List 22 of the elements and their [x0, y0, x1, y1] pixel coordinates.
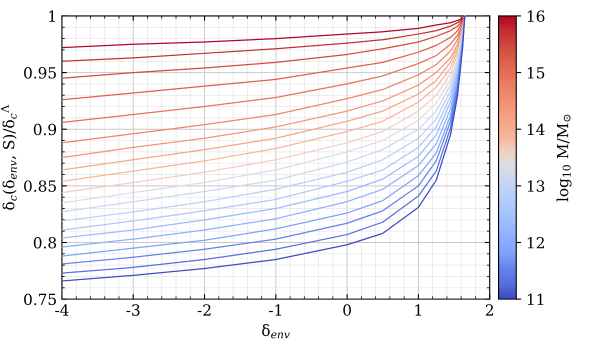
- color-bar-label: 11: [528, 294, 544, 305]
- color-bar-title: log$_{10}$ M/M$_{⊙}$: [556, 114, 572, 202]
- y-tick-label: 1: [49, 10, 55, 22]
- x-axis-title: δ$_{env}$: [262, 324, 290, 338]
- x-tick-label: -4: [55, 304, 69, 316]
- x-tick-label: -3: [126, 304, 140, 316]
- y-axis-title: δ$_{c}$(δ$_{env}$, S)/δ$_{c}$$^{Λ}$: [0, 104, 17, 210]
- color-bar-label: 16: [528, 10, 544, 22]
- y-tick-label: 0.9: [34, 124, 56, 136]
- y-tick-label: 0.95: [24, 67, 56, 79]
- x-tick-label: 2: [486, 304, 494, 316]
- x-tick-label: -2: [198, 304, 210, 316]
- color-bar-label: 14: [528, 124, 545, 136]
- y-tick-label: 0.8: [34, 236, 56, 249]
- y-tick-label: 0.75: [24, 294, 56, 306]
- x-tick-label: 1: [415, 304, 422, 316]
- x-tick-label: 0: [343, 304, 351, 316]
- x-tick-label: -1: [269, 304, 282, 316]
- color-bar-label: 15: [528, 67, 544, 79]
- color-bar-label: 13: [528, 180, 544, 192]
- y-tick-label: 0.85: [24, 180, 56, 192]
- color-bar-label: 12: [528, 236, 544, 248]
